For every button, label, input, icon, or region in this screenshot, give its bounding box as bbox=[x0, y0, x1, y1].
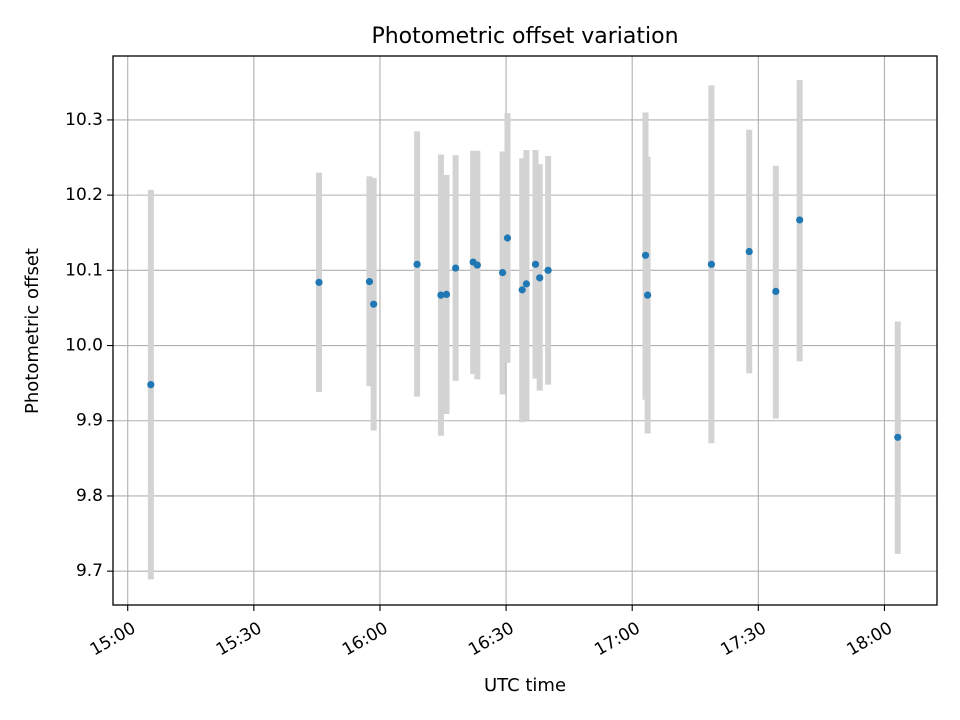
data-point bbox=[536, 274, 544, 282]
error-bars bbox=[147, 80, 901, 580]
y-tick-label: 10.0 bbox=[65, 336, 103, 356]
data-point bbox=[707, 260, 715, 268]
data-point bbox=[796, 216, 804, 224]
chart-title: Photometric offset variation bbox=[371, 24, 678, 49]
data-points bbox=[147, 216, 902, 441]
x-tick-label: 16:00 bbox=[339, 618, 391, 660]
x-tick-label: 15:00 bbox=[87, 618, 139, 660]
data-point bbox=[147, 381, 155, 389]
data-point bbox=[544, 266, 552, 274]
data-point bbox=[894, 433, 902, 441]
y-axis-label: Photometric offset bbox=[22, 248, 43, 414]
data-point bbox=[745, 247, 753, 256]
data-point bbox=[473, 261, 481, 269]
data-point bbox=[503, 234, 512, 242]
plot-frame bbox=[112, 55, 938, 606]
data-point bbox=[365, 278, 374, 286]
data-point bbox=[644, 291, 652, 299]
data-point bbox=[498, 268, 507, 277]
data-point bbox=[442, 290, 451, 299]
x-tick-label: 18:00 bbox=[844, 618, 896, 660]
y-tick-label: 10.1 bbox=[65, 260, 103, 280]
data-point bbox=[518, 286, 526, 294]
data-point bbox=[413, 260, 421, 268]
x-tick-label: 17:00 bbox=[591, 618, 643, 660]
data-point bbox=[772, 287, 780, 295]
y-tick-label: 10.3 bbox=[65, 110, 103, 130]
data-point bbox=[641, 251, 650, 259]
y-tick-label: 10.2 bbox=[65, 185, 103, 205]
data-point bbox=[531, 260, 540, 268]
x-tick-label: 17:30 bbox=[717, 618, 769, 660]
data-point bbox=[370, 300, 378, 308]
x-tick-label: 15:30 bbox=[213, 618, 265, 660]
data-point bbox=[315, 278, 323, 286]
y-tick-label: 9.7 bbox=[76, 561, 103, 581]
x-tick-label: 16:30 bbox=[465, 618, 517, 660]
y-tick-label: 9.8 bbox=[76, 486, 103, 506]
x-axis-label: UTC time bbox=[484, 675, 566, 696]
data-point bbox=[437, 291, 445, 299]
axis-ticks: 15:00 15:30 16:00 16:30 17:00 17:30 18:00 9.7 9.… bbox=[65, 110, 896, 660]
data-point bbox=[452, 264, 460, 272]
y-tick-label: 9.9 bbox=[76, 411, 103, 431]
data-point bbox=[522, 280, 531, 288]
